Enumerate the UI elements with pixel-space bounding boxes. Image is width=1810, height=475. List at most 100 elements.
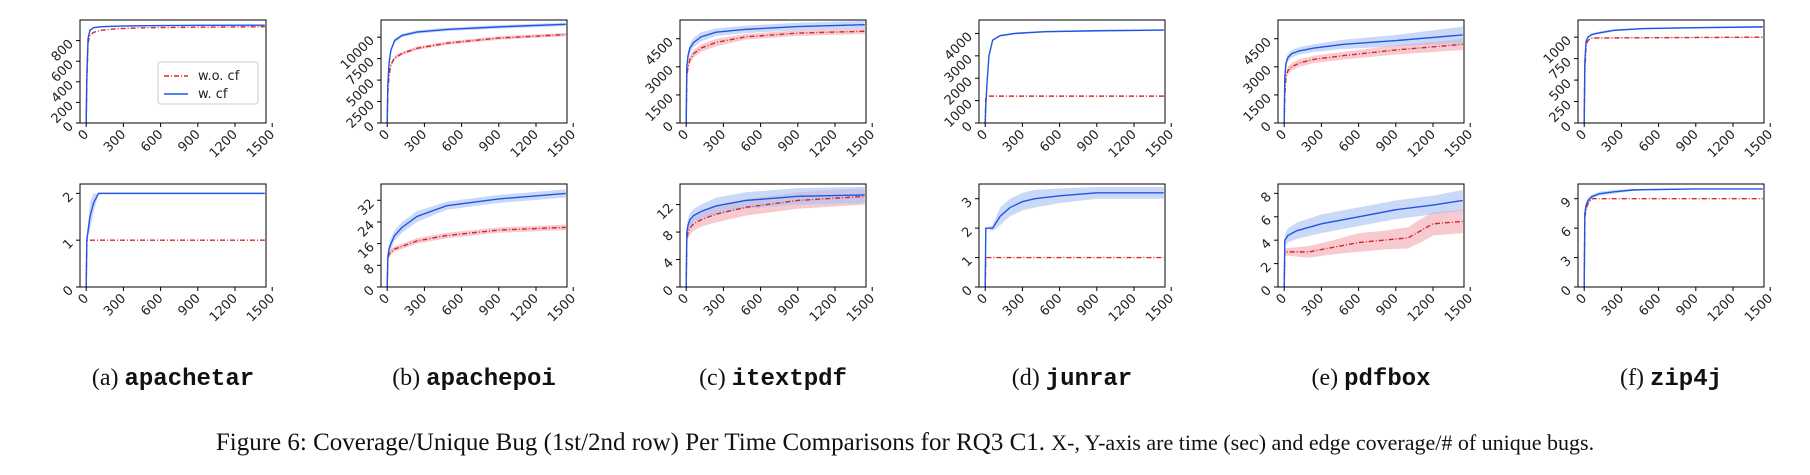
series-line-w-cf (1583, 26, 1763, 124)
y-tick-label: 3 (1558, 254, 1574, 270)
x-tick-label: 1200 (1405, 127, 1439, 161)
subfigure-prefix: (e) (1311, 365, 1344, 391)
subfigure-prefix: (a) (92, 365, 125, 391)
x-tick-label: 1500 (545, 291, 579, 325)
x-tick-label: 600 (1636, 291, 1664, 319)
y-tick-label: 3 (959, 195, 975, 211)
x-tick-label: 600 (1336, 291, 1364, 319)
x-tick-label: 600 (138, 127, 166, 155)
series-line-w-cf (1583, 188, 1763, 288)
caption-axes-note: X-, Y-axis are time (sec) and edge cover… (1051, 430, 1595, 455)
x-tick-label: 1200 (807, 127, 841, 161)
x-tick-label: 300 (701, 291, 729, 319)
x-tick-label: 900 (1074, 127, 1102, 155)
y-tick-label: 3000 (1241, 63, 1275, 97)
x-tick-label: 0 (377, 127, 393, 143)
axes-frame (679, 183, 867, 288)
series-line-wo-cf (1583, 36, 1763, 124)
subfigure-label: (f) zip4j (1620, 365, 1722, 393)
x-tick-label: 0 (676, 127, 692, 143)
subfigure-name: pdfbox (1344, 366, 1430, 393)
x-tick-label: 900 (175, 127, 203, 155)
x-tick-label: 0 (1274, 291, 1290, 307)
caption-label: Figure 6: (215, 429, 307, 456)
y-tick-label: 9 (1558, 195, 1574, 211)
series-line-wo-cf (1283, 220, 1463, 288)
x-tick-label: 300 (402, 291, 430, 319)
x-tick-label: 1200 (1106, 291, 1140, 325)
axes-frame (79, 19, 267, 124)
band-w-cf (686, 186, 865, 287)
y-tick-label: 2 (60, 190, 76, 206)
x-tick-label: 600 (1336, 127, 1364, 155)
subfigure-label: (e) pdfbox (1311, 365, 1430, 393)
axes-frame (1277, 19, 1465, 124)
x-tick-label: 300 (1299, 127, 1327, 155)
x-tick-label: 0 (76, 291, 92, 307)
y-tick-label: 4 (1258, 236, 1274, 252)
x-tick-label: 1500 (545, 127, 579, 161)
x-tick-label: 600 (1037, 291, 1065, 319)
axes-frame (978, 19, 1166, 124)
x-tick-label: 1500 (1442, 127, 1476, 161)
x-tick-label: 1500 (844, 291, 878, 325)
axes-frame (1277, 183, 1465, 288)
series-line-wo-cf (984, 256, 1164, 288)
axes-frame (1577, 19, 1765, 124)
x-tick-label: 1200 (1106, 127, 1140, 161)
y-tick-label: 3000 (643, 63, 677, 97)
band-wo-cf (1584, 36, 1763, 123)
x-tick-label: 600 (738, 291, 766, 319)
subfigure-label: (d) junrar (1012, 365, 1132, 393)
subfigure-name: apachetar (125, 366, 255, 393)
subfigure-label: (c) itextpdf (699, 365, 847, 393)
y-tick-label: 6 (1558, 224, 1574, 240)
x-tick-label: 1500 (244, 127, 278, 161)
x-tick-label: 900 (476, 291, 504, 319)
x-tick-label: 600 (439, 291, 467, 319)
y-tick-label: 200 (49, 99, 77, 127)
caption-main: Coverage/Unique Bug (1st/2nd row) Per Ti… (313, 429, 1045, 456)
x-tick-label: 300 (1599, 291, 1627, 319)
axes-frame (679, 19, 867, 124)
y-tick-label: 1 (60, 236, 76, 252)
x-tick-label: 300 (1299, 291, 1327, 319)
y-tick-label: 1500 (643, 91, 677, 125)
series-line-w-cf (984, 192, 1164, 288)
x-tick-label: 300 (701, 127, 729, 155)
y-tick-label: 4500 (643, 35, 677, 69)
x-tick-label: 300 (402, 127, 430, 155)
x-tick-label: 300 (101, 291, 129, 319)
x-tick-label: 0 (76, 127, 92, 143)
x-tick-label: 0 (975, 127, 991, 143)
band-wo-cf (1584, 198, 1763, 287)
x-tick-label: 1200 (1705, 291, 1739, 325)
y-tick-label: 8 (1258, 190, 1274, 206)
series-line-wo-cf (984, 95, 1164, 124)
series-line-w-cf (85, 24, 265, 124)
band-w-cf (1584, 26, 1763, 124)
series-line-w-cf (984, 29, 1164, 124)
x-tick-label: 1500 (1143, 291, 1177, 325)
subfigure-name: junrar (1046, 366, 1132, 393)
x-tick-label: 900 (1373, 127, 1401, 155)
series-line-w-cf (386, 192, 566, 288)
subfigure-label: (a) apachetar (92, 365, 254, 393)
y-tick-label: 400 (49, 78, 77, 106)
axes-frame (978, 183, 1166, 288)
x-tick-label: 1200 (508, 127, 542, 161)
x-tick-label: 0 (975, 291, 991, 307)
axes-frame (1577, 183, 1765, 288)
y-tick-label: 2 (1258, 260, 1274, 276)
series-line-wo-cf (386, 33, 566, 124)
series-line-w-cf (386, 23, 566, 124)
x-tick-label: 600 (1636, 127, 1664, 155)
x-tick-label: 1200 (207, 127, 241, 161)
y-tick-label: 6 (1258, 213, 1274, 229)
x-tick-label: 0 (1574, 127, 1590, 143)
x-tick-label: 1200 (207, 291, 241, 325)
x-tick-label: 900 (775, 127, 803, 155)
